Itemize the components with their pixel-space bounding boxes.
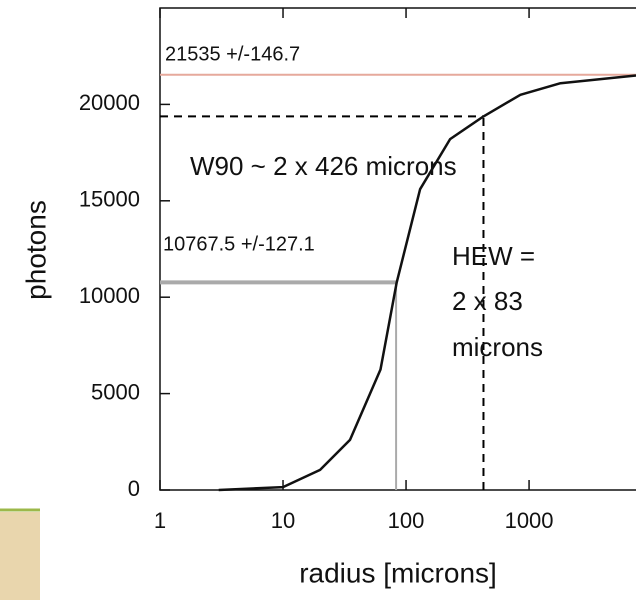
y-tick-label: 20000 — [79, 90, 140, 115]
x-tick-label: 10 — [271, 508, 295, 533]
data-line — [218, 74, 636, 492]
y-tick-label: 0 — [128, 476, 140, 501]
x-tick-label: 1000 — [505, 508, 554, 533]
annotation: 2 x 83 — [452, 286, 523, 316]
background-decoration — [0, 512, 40, 600]
y-axis-label: photons — [20, 200, 51, 300]
x-tick-label: 100 — [388, 508, 425, 533]
annotation: 21535 +/-146.7 — [165, 43, 300, 65]
x-axis-label: radius [microns] — [299, 557, 497, 588]
annotation: 10767.5 +/-127.1 — [163, 233, 315, 255]
x-tick-label: 1 — [154, 508, 166, 533]
annotation: W90 ~ 2 x 426 microns — [190, 151, 457, 181]
y-tick-label: 5000 — [91, 379, 140, 404]
plot-frame — [159, 7, 636, 491]
y-tick-label: 10000 — [79, 283, 140, 308]
annotation: HEW = — [452, 241, 535, 271]
y-tick-label: 15000 — [79, 187, 140, 212]
annotation: microns — [452, 332, 543, 362]
